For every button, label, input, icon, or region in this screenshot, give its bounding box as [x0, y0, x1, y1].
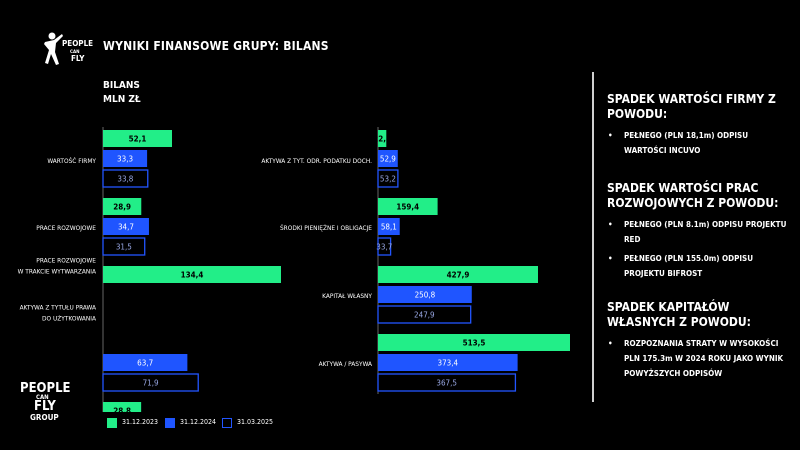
bar-p1-c0-s2 — [377, 169, 399, 188]
note-list-development: PEŁNEGO (PLN 8.1m) ODPISU PROJEKTU RED P… — [607, 217, 787, 281]
data-label-p1-c0-s0: 22,2 — [373, 135, 391, 144]
category-label-p1-c0-l0: AKTYWA Z TYT. ODR. PODATKU DOCH. — [261, 157, 372, 165]
data-label-p0-c2-s0: 134,4 — [181, 271, 204, 280]
bar-p1-c2-s0 — [378, 266, 538, 283]
category-label-p0-c2-l1: W TRAKCIE WYTWARZANIA — [18, 268, 96, 276]
note-item: PEŁNEGO (PLN 155.0m) ODPISU PROJEKTU BIF… — [607, 251, 787, 281]
category-label-p0-c0-l0: WARTOŚĆ FIRMY — [47, 156, 96, 165]
note-list-goodwill: PEŁNEGO (PLN 18,1m) ODPISU WARTOŚCI INCU… — [607, 128, 787, 158]
note-heading-equity: SPADEK KAPITAŁÓW WŁASNYCH Z POWODU: — [607, 300, 751, 329]
bar-p1-c0-s1 — [378, 150, 398, 167]
note-heading-development: SPADEK WARTOŚCI PRAC ROZWOJOWYCH Z POWOD… — [607, 181, 779, 210]
logo-bottom-line3: FLY — [34, 399, 56, 414]
note-item: PEŁNEGO (PLN 18,1m) ODPISU WARTOŚCI INCU… — [607, 128, 787, 158]
category-label-p0-c3-l0: AKTYWA Z TYTUŁU PRAWA — [20, 304, 96, 312]
category-label-p0-c2-l0: PRACE ROZWOJOWE — [36, 257, 96, 265]
data-label-p0-c1-s0: 28,9 — [113, 203, 131, 212]
bar-p1-c1-s1 — [378, 218, 400, 235]
legend-label-2023: 31.12.2023 — [122, 418, 159, 426]
data-label-p1-c1-s2: 33,7 — [376, 243, 392, 252]
data-label-p0-c0-s2: 33,8 — [117, 175, 133, 184]
data-label-p0-c3-s2: 71,9 — [143, 379, 159, 388]
bar-p1-c1-s2 — [377, 237, 392, 256]
category-label-p1-c1-l0: ŚRODKI PIENIĘŻNE I OBLIGACJE — [280, 223, 372, 232]
bar-p0-c0-s1 — [103, 150, 148, 167]
note-section-development: SPADEK WARTOŚCI PRAC ROZWOJOWYCH Z POWOD… — [607, 181, 787, 281]
category-label-p1-c3-l0: AKTYWA / PASYWA — [319, 360, 372, 368]
note-item: PEŁNEGO (PLN 8.1m) ODPISU PROJEKTU RED — [607, 217, 787, 247]
bar-p0-c1-s2 — [102, 237, 146, 256]
bar-p1-c2-s1 — [378, 286, 472, 303]
subtitle-line2: MLN ZŁ — [103, 94, 141, 105]
bar-p0-c1-s1 — [103, 218, 149, 235]
bar-p0-c4-s0 — [103, 402, 142, 412]
vertical-divider — [592, 72, 594, 402]
bar-p0-c2-s0 — [103, 266, 281, 283]
data-label-p0-c0-s1: 33,3 — [117, 155, 133, 164]
bar-p1-c1-s0 — [378, 198, 438, 215]
bar-p1-c3-s2 — [377, 373, 517, 392]
category-label-p1-c2-l0: KAPITAŁ WŁASNY — [322, 292, 372, 300]
note-section-equity: SPADEK KAPITAŁÓW WŁASNYCH Z POWODU: ROZP… — [607, 300, 787, 381]
data-label-p1-c3-s1: 373,4 — [438, 359, 459, 368]
bar-p0-c3-s2 — [102, 373, 199, 392]
bar-p0-c0-s2 — [102, 169, 149, 188]
legend-swatch-2025 — [222, 418, 232, 428]
data-label-p0-c3-s1: 63,7 — [137, 359, 153, 368]
subtitle-line1: BILANS — [103, 80, 140, 91]
legend-label-2024: 31.12.2024 — [180, 418, 217, 426]
legend-label-2025: 31.03.2025 — [237, 418, 274, 426]
data-label-p1-c1-s1: 58,1 — [381, 223, 397, 232]
bar-p0-c3-s1 — [103, 354, 188, 371]
bar-p1-c0-s0 — [378, 130, 387, 147]
data-label-p1-c0-s1: 52,9 — [380, 155, 396, 164]
data-label-p1-c3-s2: 367,5 — [436, 379, 457, 388]
data-label-p0-c0-s0: 52,1 — [129, 135, 147, 144]
data-label-p1-c2-s1: 250,8 — [415, 291, 436, 300]
note-item: ROZPOZNANIA STRATY W WYSOKOŚCI PLN 175.3… — [607, 336, 787, 381]
logo-top-line2: CAN — [70, 49, 80, 55]
data-label-p1-c1-s0: 159,4 — [396, 203, 419, 212]
note-section-goodwill: SPADEK WARTOŚCI FIRMY Z POWODU: PEŁNEGO … — [607, 92, 787, 158]
legend-swatch-2023 — [107, 418, 117, 428]
bar-p0-c0-s0 — [103, 130, 173, 147]
logo-bottom-line1: PEOPLE — [20, 381, 71, 396]
page-title: WYNIKI FINANSOWE GRUPY: BILANS — [103, 39, 329, 53]
bar-p1-c3-s0 — [378, 334, 570, 351]
data-label-p1-c2-s2: 247,9 — [414, 311, 435, 320]
category-label-p0-c1-l0: PRACE ROZWOJOWE — [36, 224, 96, 232]
logo-top-line1: PEOPLE — [62, 39, 93, 48]
data-label-p1-c0-s2: 53,2 — [380, 175, 396, 184]
flying-figure-icon: PEOPLE CAN FLY — [44, 32, 93, 65]
data-label-p0-c4-s0: 28,8 — [113, 407, 131, 413]
data-label-p1-c2-s0: 427,9 — [447, 271, 470, 280]
legend-swatch-2024 — [165, 418, 175, 428]
logo-top-line3: FLY — [71, 54, 85, 63]
bar-p1-c2-s2 — [377, 305, 472, 324]
logo-bottom: PEOPLE CAN FLY GROUP — [20, 381, 71, 423]
logo-top: PEOPLE CAN FLY — [40, 30, 100, 70]
logo-bottom-line4: GROUP — [30, 413, 59, 422]
category-label-p0-c3-l1: DO UŻYTKOWANIA — [42, 314, 96, 323]
data-label-p0-c1-s2: 31,5 — [116, 243, 132, 252]
chart-subtitle: BILANS MLN ZŁ — [103, 79, 141, 107]
logo-bottom-line2: CAN — [36, 394, 49, 401]
balance-chart: 52,1 33,3 33,8 WARTOŚĆ FIRMY 28,9 34,7 31,5 PRA… — [18, 127, 570, 413]
bar-p0-c1-s0 — [103, 198, 142, 215]
note-list-equity: ROZPOZNANIA STRATY W WYSOKOŚCI PLN 175.3… — [607, 336, 787, 381]
note-heading-goodwill: SPADEK WARTOŚCI FIRMY Z POWODU: — [607, 92, 776, 121]
data-label-p0-c1-s1: 34,7 — [118, 223, 134, 232]
data-label-p1-c3-s0: 513,5 — [463, 339, 486, 348]
bar-p1-c3-s1 — [378, 354, 518, 371]
